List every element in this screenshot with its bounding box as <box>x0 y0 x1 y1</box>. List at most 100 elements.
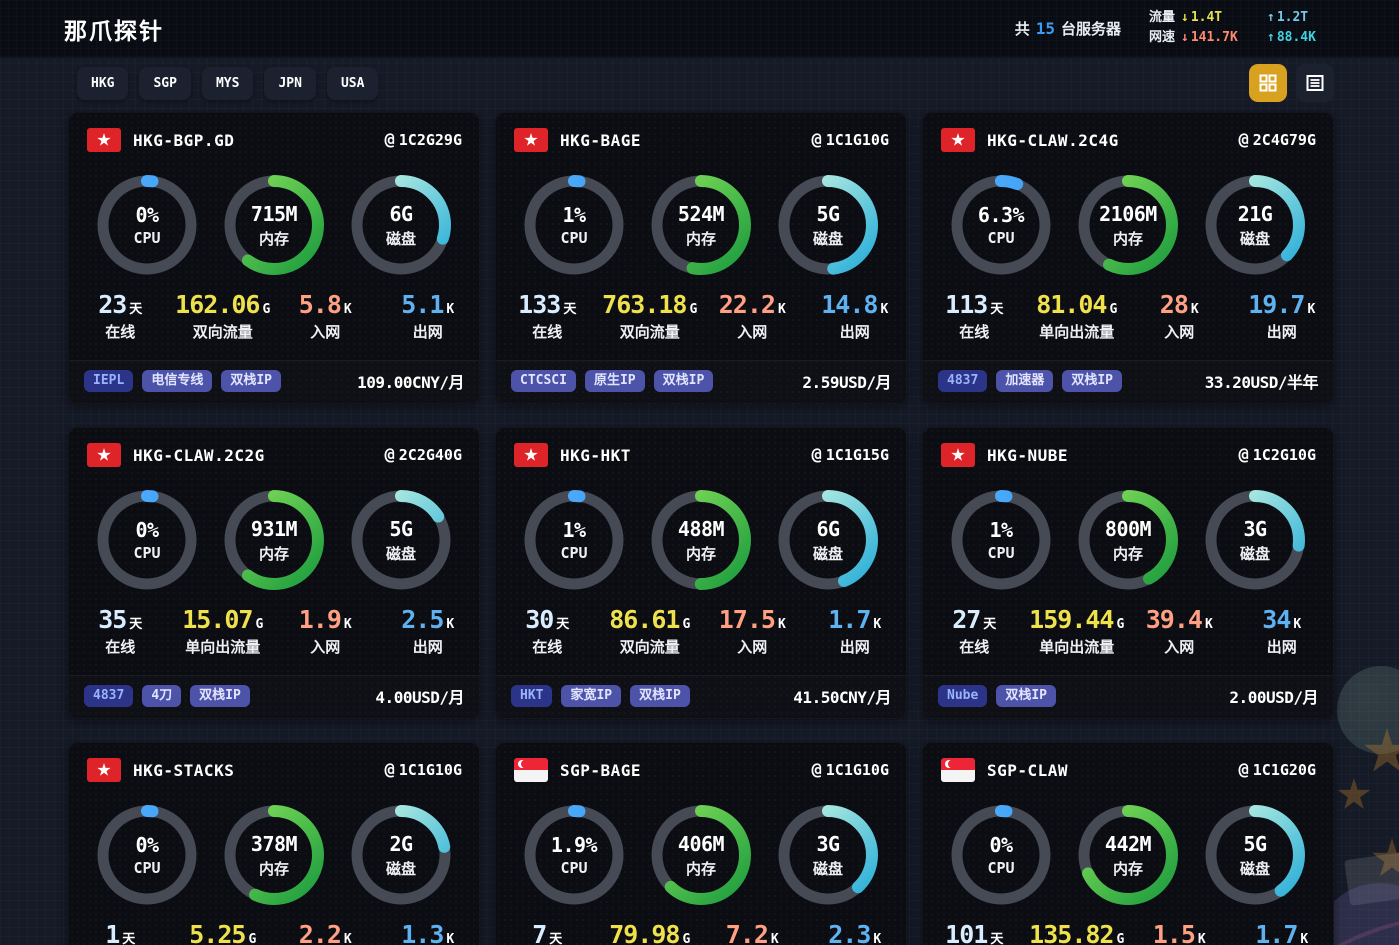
server-card[interactable]: HKG-HKT @ 1C1G15G 1% CPU <box>495 427 907 719</box>
server-tag: 双栈IP <box>630 684 690 708</box>
server-name: HKG-HKT <box>560 445 631 465</box>
disk-gauge: 6G 磁盘 <box>776 488 880 592</box>
server-tag: 双栈IP <box>221 369 281 393</box>
upload-arrow-icon: ↑ <box>1267 10 1275 26</box>
price: 2.59USD/月 <box>802 373 891 392</box>
cpu-gauge: 0% CPU <box>949 803 1053 907</box>
tab-sgp[interactable]: SGP <box>139 66 191 100</box>
server-tag: 4837 <box>84 684 134 708</box>
cpu-gauge: 0% CPU <box>95 488 199 592</box>
server-tag: HKT <box>511 684 553 708</box>
stat-outbound: 2.3K 出网 <box>828 920 882 945</box>
server-card[interactable]: HKG-NUBE @ 1C2G10G 1% CPU <box>922 427 1334 719</box>
memory-label: 内存 <box>258 544 289 563</box>
grid-view-button[interactable] <box>1249 64 1287 102</box>
stats-row: 113 天 在线 81.04 G 单向出流量 28 K 入网 19.7 K 出网 <box>923 290 1333 342</box>
server-grid: HKG-BGP.GD @ 1C2G29G 0% CPU <box>0 108 1399 945</box>
stat-uptime: 27 天 在线 <box>952 605 997 656</box>
gauge-row: 6.3% CPU 2106M 内存 <box>923 173 1333 277</box>
server-card[interactable]: HKG-BGP.GD @ 1C2G29G 0% CPU <box>68 112 480 404</box>
server-tag: 双栈IP <box>190 684 250 708</box>
at-icon: @ <box>811 760 822 780</box>
memory-label: 内存 <box>1112 544 1143 563</box>
at-icon: @ <box>811 445 822 465</box>
tab-hkg[interactable]: HKG <box>77 66 129 100</box>
server-tag: 双栈IP <box>1062 369 1122 393</box>
server-card[interactable]: HKG-STACKS @ 1C1G10G 0% CPU <box>68 742 480 945</box>
disk-label: 磁盘 <box>1239 544 1270 563</box>
server-card[interactable]: SGP-CLAW @ 1C1G20G 0% CPU <box>922 742 1334 945</box>
card-footer: 4837 4刀 双栈IP 4.00USD/月 <box>69 675 479 718</box>
server-name: HKG-STACKS <box>133 760 235 780</box>
tab-jpn[interactable]: JPN <box>264 66 316 100</box>
server-tag: IEPL <box>84 369 134 393</box>
stat-uptime: 23 天 在线 <box>98 290 143 341</box>
at-icon: @ <box>1238 130 1249 150</box>
gauge-row: 1.9% CPU 406M 内存 <box>496 803 906 907</box>
tab-mys[interactable]: MYS <box>201 66 254 100</box>
at-icon: @ <box>811 130 822 150</box>
disk-value: 21G <box>1237 201 1273 226</box>
server-count-prefix: 共 <box>1014 20 1030 38</box>
view-toggles <box>1249 64 1334 102</box>
network-summary: 流量 ↓ 1.4T ↑ 1.2T 网速 ↓ 141.7K ↑ 88.4K <box>1149 9 1331 48</box>
tag-list: IEPL 电信专线 双栈IP <box>84 369 281 393</box>
cpu-label: CPU <box>987 229 1015 247</box>
stat-uptime: 133 天 在线 <box>518 290 577 341</box>
country-flag-icon <box>514 443 548 467</box>
speed-label: 网速 <box>1148 30 1175 45</box>
country-flag-icon <box>941 443 975 467</box>
server-card[interactable]: SGP-BAGE @ 1C1G10G 1.9% CPU <box>495 742 907 945</box>
server-count-number: 15 <box>1035 19 1055 38</box>
disk-gauge: 3G 磁盘 <box>1203 488 1307 592</box>
tab-usa[interactable]: USA <box>326 66 379 100</box>
server-name: SGP-BAGE <box>560 760 642 780</box>
stat-inbound: 2.2K 入网 <box>298 920 352 945</box>
stat-traffic: 162.06 G 双向流量 <box>175 290 271 341</box>
price: 4.00USD/月 <box>375 688 464 707</box>
server-spec: @ 1C1G10G <box>812 130 889 150</box>
stat-uptime: 35 天 在线 <box>98 605 143 656</box>
server-card[interactable]: HKG-CLAW.2C2G @ 2C2G40G 0% CPU <box>68 427 480 719</box>
traffic-upload: ↑ 1.2T <box>1267 10 1309 26</box>
spec-text: 1C2G29G <box>398 131 462 149</box>
memory-value: 442M <box>1104 831 1152 856</box>
list-view-button[interactable] <box>1296 64 1334 102</box>
cpu-value: 0% <box>989 833 1013 857</box>
cpu-label: CPU <box>133 544 161 562</box>
traffic-download: ↓ 1.4T <box>1181 10 1223 26</box>
stats-row: 7天 在线 79.98G 双向流量 7.2K 入网 2.3K 出网 <box>496 920 906 945</box>
download-arrow-icon: ↓ <box>1181 30 1189 45</box>
server-name: HKG-CLAW.2C2G <box>133 445 265 465</box>
server-tag: 电信专线 <box>142 369 213 393</box>
memory-value: 406M <box>677 831 725 856</box>
at-icon: @ <box>1238 760 1249 780</box>
server-card[interactable]: HKG-BAGE @ 1C1G10G 1% CPU <box>495 112 907 404</box>
server-count: 共 15 台服务器 <box>1015 18 1121 39</box>
server-name: HKG-BAGE <box>560 130 642 150</box>
disk-gauge: 21G 磁盘 <box>1203 173 1307 277</box>
card-header: HKG-STACKS @ 1C1G10G <box>69 743 479 782</box>
stats-row: 27 天 在线 159.44 G 单向出流量 39.4 K 入网 34 K 出网 <box>923 605 1333 657</box>
stat-outbound: 1.3K 出网 <box>401 920 455 945</box>
server-name: SGP-CLAW <box>987 760 1069 780</box>
stat-outbound: 14.8 K 出网 <box>821 290 889 341</box>
disk-value: 6G <box>816 516 840 541</box>
country-flag-icon <box>514 758 548 782</box>
stat-inbound: 1.9 K 入网 <box>298 605 352 656</box>
disk-label: 磁盘 <box>1239 859 1270 878</box>
cpu-value: 1% <box>562 203 586 227</box>
server-card[interactable]: HKG-CLAW.2C4G @ 2C4G79G 6.3% CPU <box>922 112 1334 404</box>
gauge-row: 1% CPU 488M 内存 6 <box>496 488 906 592</box>
server-name: HKG-NUBE <box>987 445 1069 465</box>
price: 33.20USD/半年 <box>1204 373 1319 392</box>
memory-gauge: 488M 内存 <box>649 488 753 592</box>
disk-gauge: 3G 磁盘 <box>776 803 880 907</box>
gauge-row: 0% CPU 931M 内存 5 <box>69 488 479 592</box>
memory-gauge: 524M 内存 <box>649 173 753 277</box>
country-flag-icon <box>87 758 121 782</box>
tag-list: Nube 双栈IP <box>938 684 1056 708</box>
server-count-suffix: 台服务器 <box>1060 20 1121 38</box>
cpu-label: CPU <box>560 229 588 247</box>
